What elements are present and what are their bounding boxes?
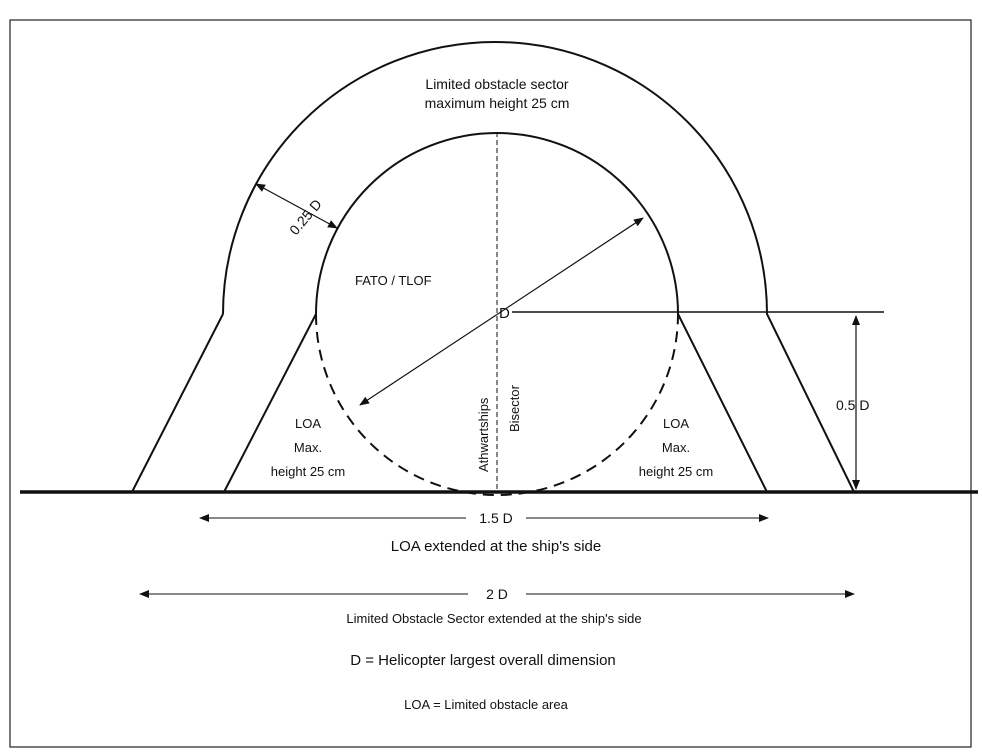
loa-right-label-1: LOA: [663, 416, 689, 431]
fato-tlof-label: FATO / TLOF: [355, 273, 432, 288]
loa-left-label-1: LOA: [295, 416, 321, 431]
diagram-frame: [9, 19, 972, 748]
legend-loa: LOA = Limited obstacle area: [404, 697, 568, 712]
half-d-label: 0.5 D: [836, 397, 869, 413]
dim-2d-gap: [468, 584, 526, 604]
dim-1-5d-caption: LOA extended at the ship's side: [391, 538, 602, 555]
loa-right-label-3: height 25 cm: [639, 464, 713, 479]
loa-left-label-2: Max.: [294, 440, 322, 455]
los-label-line2: maximum height 25 cm: [425, 95, 570, 111]
loa-left-label-3: height 25 cm: [271, 464, 345, 479]
diameter-arrow: [359, 217, 644, 406]
loa-right-label-2: Max.: [662, 440, 690, 455]
dim-2d-caption: Limited Obstacle Sector extended at the …: [346, 611, 641, 626]
athwartships-label: Athwartships: [476, 397, 491, 472]
loa-right-side: [677, 313, 768, 493]
ring-width-arrow: [255, 183, 338, 229]
center-label: D: [499, 305, 510, 322]
legend-d: D = Helicopter largest overall dimension: [350, 652, 616, 669]
loa-left-side: [223, 313, 317, 493]
dim-1-5d-label: 1.5 D: [479, 510, 512, 526]
bisector-label: Bisector: [507, 384, 522, 432]
dim-1-5d-gap: [466, 508, 526, 528]
los-label-line1: Limited obstacle sector: [425, 76, 569, 92]
dim-2d-label: 2 D: [486, 586, 508, 602]
